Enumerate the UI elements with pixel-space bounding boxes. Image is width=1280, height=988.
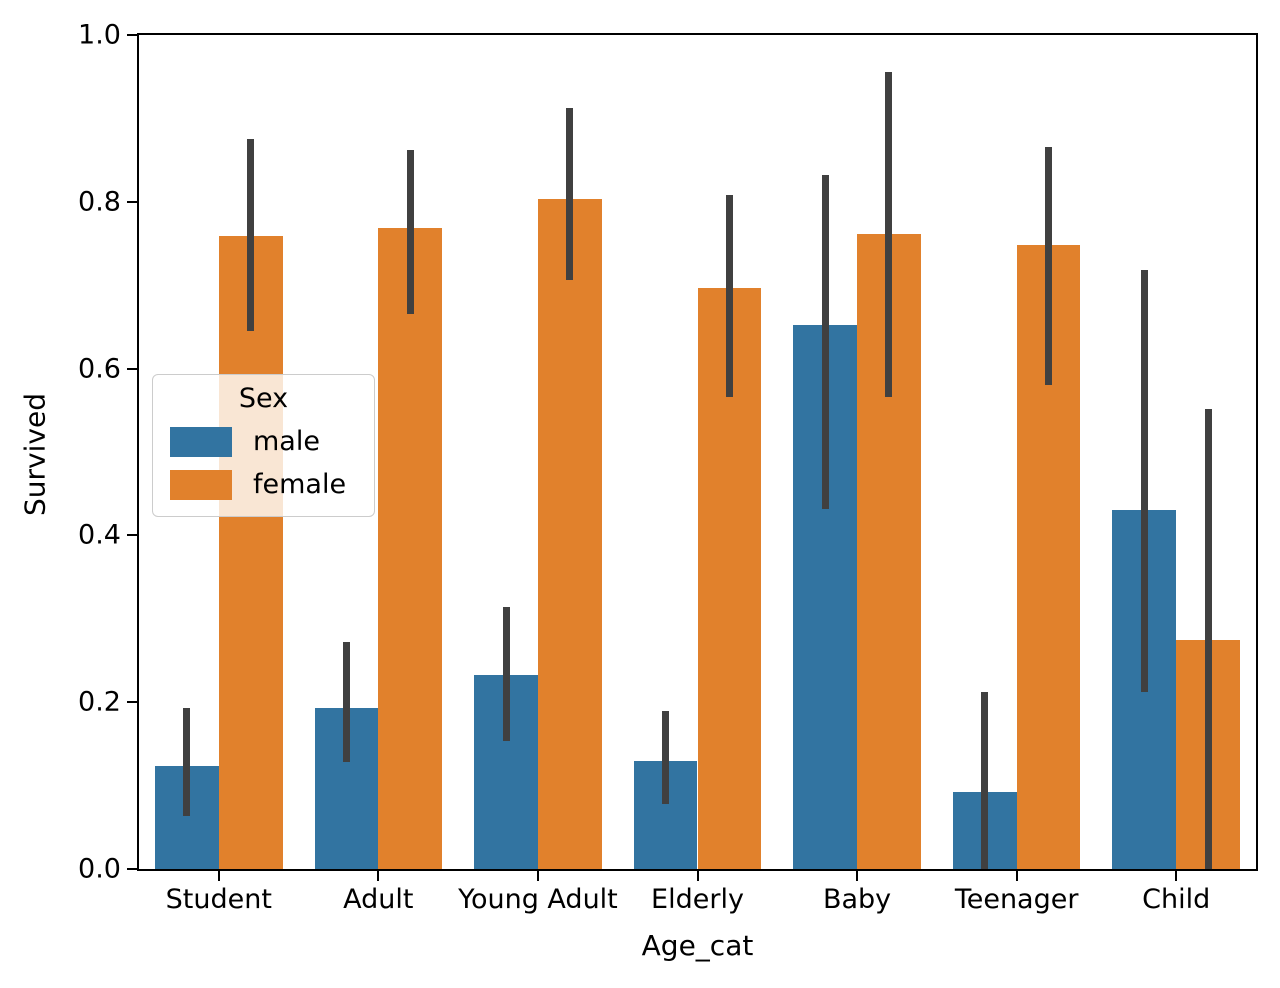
y-tick-0.2 bbox=[127, 701, 139, 704]
x-tick-adult bbox=[377, 869, 380, 881]
error-bar-female-teenager bbox=[1045, 146, 1053, 386]
x-tick-label-teenager: Teenager bbox=[954, 884, 1079, 915]
y-axis-label: Survived bbox=[18, 393, 52, 516]
error-bar-female-elderly bbox=[725, 195, 733, 397]
error-bar-female-young-adult bbox=[566, 107, 574, 281]
x-tick-label-young-adult: Young Adult bbox=[458, 884, 618, 915]
y-tick-label-0.0: 0.0 bbox=[78, 853, 121, 885]
legend-label-male: male bbox=[253, 426, 320, 457]
plot-area: Age_cat 0.0 0.2 0.4 0.6 0.8 1.0 Student Adult Yo… bbox=[78, 22, 1258, 962]
error-bar-male-baby bbox=[821, 175, 829, 509]
y-tick-0.6 bbox=[127, 367, 139, 370]
x-tick-label-elderly: Elderly bbox=[651, 884, 744, 915]
x-tick-teenager bbox=[1015, 869, 1018, 881]
error-bar-male-child bbox=[1140, 270, 1148, 693]
x-tick-label-child: Child bbox=[1142, 884, 1211, 915]
y-tick-label-0.4: 0.4 bbox=[78, 519, 121, 551]
bar-female-student bbox=[218, 236, 283, 869]
error-bar-female-baby bbox=[885, 71, 893, 397]
bar-female-young-adult bbox=[537, 199, 602, 869]
x-tick-elderly bbox=[696, 869, 699, 881]
error-bar-male-young-adult bbox=[502, 607, 510, 742]
x-tick-student bbox=[217, 869, 220, 881]
y-tick-0.8 bbox=[127, 200, 139, 203]
error-bar-male-adult bbox=[342, 642, 350, 763]
error-bar-male-elderly bbox=[662, 711, 670, 804]
x-tick-child bbox=[1175, 869, 1178, 881]
bar-female-adult bbox=[378, 227, 443, 869]
error-bar-male-student bbox=[183, 708, 191, 817]
legend-title: Sex bbox=[238, 383, 289, 414]
y-tick-0.0 bbox=[127, 868, 139, 870]
y-tick-0.4 bbox=[127, 534, 139, 537]
error-bar-female-student bbox=[247, 139, 255, 332]
y-tick-label-0.2: 0.2 bbox=[78, 686, 121, 718]
x-tick-young-adult bbox=[536, 869, 539, 881]
legend-item-male: male bbox=[153, 426, 374, 457]
error-bar-female-child bbox=[1204, 408, 1212, 869]
y-tick-1.0 bbox=[127, 34, 139, 36]
y-tick-label-0.6: 0.6 bbox=[78, 353, 121, 385]
x-axis-label: Age_cat bbox=[641, 929, 754, 962]
legend-patch-female-icon bbox=[170, 469, 232, 500]
error-bar-male-teenager bbox=[981, 692, 989, 869]
x-tick-baby bbox=[856, 869, 859, 881]
x-tick-label-baby: Baby bbox=[822, 884, 892, 915]
y-tick-label-1.0: 1.0 bbox=[78, 19, 121, 51]
legend-patch-male-icon bbox=[170, 426, 232, 457]
legend-label-female: female bbox=[253, 469, 347, 500]
x-tick-label-student: Student bbox=[165, 884, 272, 915]
x-tick-label-adult: Adult bbox=[343, 884, 414, 915]
y-tick-label-0.8: 0.8 bbox=[78, 186, 121, 218]
legend: Sex male female bbox=[152, 374, 375, 517]
legend-item-female: female bbox=[153, 469, 374, 500]
error-bar-female-adult bbox=[406, 150, 414, 314]
